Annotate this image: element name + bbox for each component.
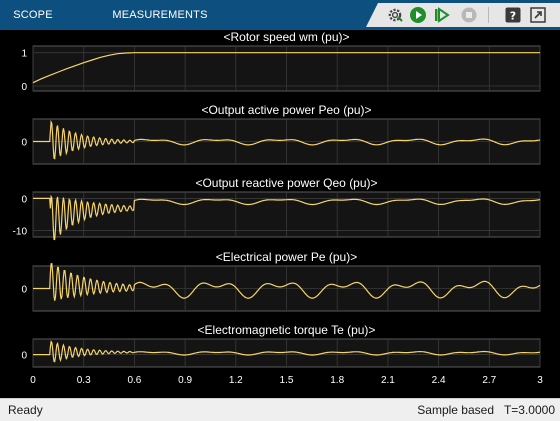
scope-panel-3: <Output reactive power Qeo (pu)> 0 -10: [13, 176, 541, 241]
x-tick-label: 2.4: [432, 375, 446, 386]
x-tick-label: 1.2: [229, 375, 243, 386]
tab-measurements[interactable]: MEASUREMENTS: [112, 9, 208, 21]
stop-icon[interactable]: [460, 6, 478, 24]
status-ready: Ready: [8, 403, 43, 417]
signal-trace: [33, 262, 541, 301]
y-tick-label: 1: [21, 49, 27, 60]
x-tick-label: 0: [30, 375, 36, 386]
x-tick-label: 1.8: [330, 375, 344, 386]
y-tick-label: 0: [21, 194, 27, 205]
x-tick-label: 1.5: [280, 375, 294, 386]
signal-trace: [32, 52, 540, 84]
tab-scope[interactable]: SCOPE: [13, 9, 53, 21]
toolstrip: SCOPE MEASUREMENTS: [0, 0, 560, 31]
step-forward-icon[interactable]: [433, 6, 451, 24]
y-tick-label: 0: [21, 351, 27, 362]
y-tick-label: -10: [13, 227, 28, 238]
signal-trace: [33, 194, 541, 241]
scope-display: <Rotor speed wm (pu)> 0 1 <Output active po…: [0, 30, 560, 398]
x-tick-label: 0.6: [127, 375, 141, 386]
plot-title: <Electrical power Pe (pu)>: [216, 250, 357, 264]
plot-title: <Rotor speed wm (pu)>: [223, 30, 349, 44]
signal-trace: [33, 119, 541, 160]
status-sample-mode: Sample based: [417, 403, 494, 417]
signal-trace: [33, 340, 541, 363]
y-tick-label: 0: [21, 82, 27, 93]
plot-title: <Electromagnetic torque Te (pu)>: [198, 323, 376, 337]
plot-title: <Output reactive power Qeo (pu)>: [195, 176, 377, 190]
plot-title: <Output active power Peo (pu)>: [201, 103, 371, 117]
help-icon[interactable]: ?: [504, 6, 522, 24]
scope-panel-4: <Electrical power Pe (pu)> 0: [21, 250, 541, 312]
svg-text:?: ?: [510, 10, 516, 23]
settings-icon[interactable]: [386, 6, 404, 24]
x-tick-label: 3: [537, 375, 543, 386]
x-tick-label: 2.1: [381, 375, 395, 386]
scope-panel-5: <Electromagnetic torque Te (pu)> 0: [21, 323, 541, 368]
y-tick-label: 0: [21, 138, 27, 149]
x-tick-label: 0.3: [77, 375, 91, 386]
run-icon[interactable]: [409, 6, 427, 24]
status-time: T=3.0000: [503, 403, 555, 417]
quick-access-toolbar: ?: [366, 3, 560, 27]
dock-icon[interactable]: [529, 6, 547, 24]
scope-panel-1: <Rotor speed wm (pu)> 0 1: [21, 30, 541, 93]
x-tick-label: 0.9: [178, 375, 192, 386]
status-bar: Ready Sample based T=3.0000: [0, 398, 560, 421]
y-tick-label: 0: [21, 285, 27, 296]
scope-panel-2: <Output active power Peo (pu)> 0: [21, 103, 541, 165]
scope-plots: <Rotor speed wm (pu)> 0 1 <Output active po…: [13, 30, 544, 386]
x-tick-label: 2.7: [482, 375, 496, 386]
